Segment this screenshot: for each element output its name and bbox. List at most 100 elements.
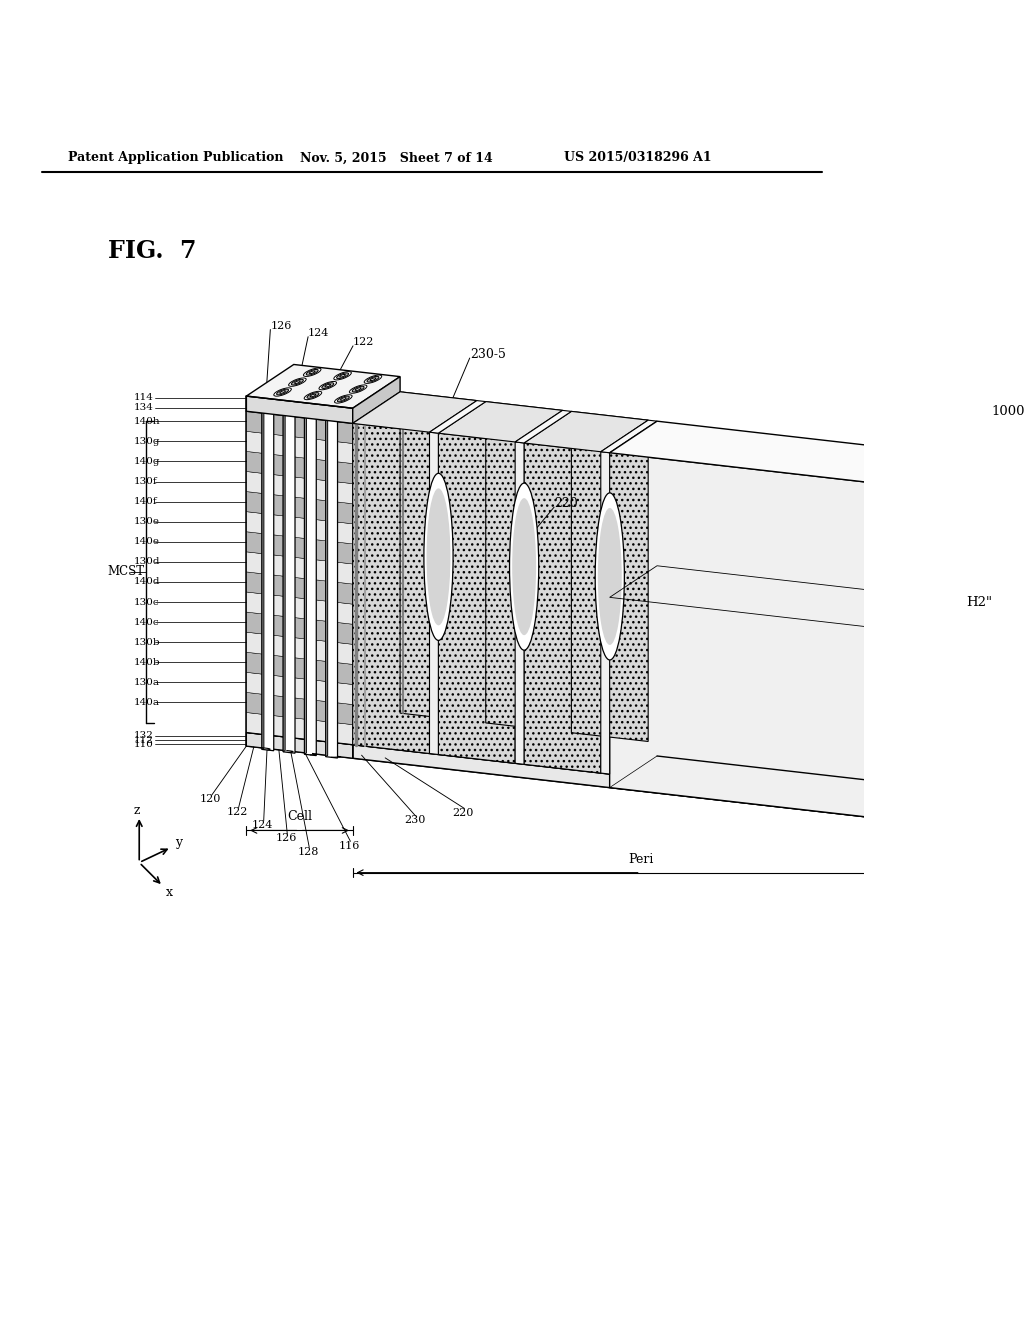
Polygon shape bbox=[247, 713, 352, 744]
Text: 126: 126 bbox=[275, 833, 297, 843]
Ellipse shape bbox=[276, 389, 289, 395]
Polygon shape bbox=[352, 492, 400, 544]
Polygon shape bbox=[352, 673, 400, 725]
Polygon shape bbox=[352, 713, 976, 810]
Ellipse shape bbox=[337, 396, 349, 401]
Polygon shape bbox=[247, 701, 400, 744]
Polygon shape bbox=[438, 401, 562, 442]
Ellipse shape bbox=[598, 508, 622, 645]
Polygon shape bbox=[609, 421, 976, 490]
Ellipse shape bbox=[427, 488, 451, 626]
Ellipse shape bbox=[512, 498, 537, 635]
Text: x: x bbox=[166, 887, 173, 899]
Ellipse shape bbox=[307, 392, 318, 399]
Text: 220: 220 bbox=[554, 498, 578, 511]
Ellipse shape bbox=[289, 378, 306, 387]
Polygon shape bbox=[515, 442, 524, 764]
Ellipse shape bbox=[292, 379, 303, 385]
Ellipse shape bbox=[303, 368, 321, 376]
Ellipse shape bbox=[365, 375, 382, 383]
Text: 140g: 140g bbox=[133, 457, 160, 466]
Text: z: z bbox=[133, 804, 140, 817]
Text: 112: 112 bbox=[133, 735, 154, 744]
Ellipse shape bbox=[273, 388, 292, 396]
Text: 230: 230 bbox=[403, 816, 425, 825]
Polygon shape bbox=[247, 512, 352, 544]
Text: 128: 128 bbox=[297, 846, 318, 857]
Polygon shape bbox=[326, 412, 328, 756]
Polygon shape bbox=[247, 364, 400, 408]
Polygon shape bbox=[485, 401, 562, 731]
Polygon shape bbox=[352, 432, 400, 483]
Polygon shape bbox=[352, 392, 477, 432]
Polygon shape bbox=[247, 491, 352, 524]
Polygon shape bbox=[304, 409, 306, 754]
Polygon shape bbox=[601, 420, 657, 453]
Polygon shape bbox=[262, 405, 264, 750]
Text: 130g: 130g bbox=[133, 437, 160, 446]
Polygon shape bbox=[304, 411, 316, 755]
Polygon shape bbox=[352, 612, 400, 664]
Text: Cell: Cell bbox=[287, 810, 312, 824]
Polygon shape bbox=[352, 653, 400, 705]
Text: 130a: 130a bbox=[133, 678, 160, 686]
Ellipse shape bbox=[280, 391, 286, 393]
Polygon shape bbox=[429, 400, 485, 433]
Ellipse shape bbox=[295, 380, 300, 384]
Text: 126: 126 bbox=[270, 321, 292, 331]
Ellipse shape bbox=[370, 378, 376, 380]
Text: H2": H2" bbox=[967, 597, 992, 610]
Polygon shape bbox=[571, 412, 648, 742]
Ellipse shape bbox=[349, 385, 367, 393]
Text: 130b: 130b bbox=[133, 638, 160, 647]
Polygon shape bbox=[247, 612, 352, 644]
Ellipse shape bbox=[306, 370, 318, 375]
Polygon shape bbox=[352, 713, 400, 758]
Text: US 2015/0318296 A1: US 2015/0318296 A1 bbox=[563, 152, 712, 165]
Ellipse shape bbox=[341, 397, 346, 400]
Polygon shape bbox=[352, 473, 400, 524]
Polygon shape bbox=[262, 407, 273, 751]
Polygon shape bbox=[247, 396, 352, 424]
Text: 130e: 130e bbox=[133, 517, 160, 527]
Polygon shape bbox=[352, 512, 400, 564]
Polygon shape bbox=[247, 672, 352, 705]
Polygon shape bbox=[429, 432, 438, 755]
Text: y: y bbox=[175, 836, 182, 849]
Polygon shape bbox=[601, 451, 609, 774]
Polygon shape bbox=[247, 432, 352, 463]
Polygon shape bbox=[247, 632, 352, 664]
Ellipse shape bbox=[309, 371, 315, 374]
Polygon shape bbox=[352, 553, 400, 605]
Polygon shape bbox=[284, 408, 285, 752]
Ellipse shape bbox=[355, 388, 360, 391]
Ellipse shape bbox=[340, 375, 345, 378]
Text: 140b: 140b bbox=[133, 657, 160, 667]
Text: 120: 120 bbox=[200, 795, 221, 804]
Polygon shape bbox=[326, 413, 338, 758]
Polygon shape bbox=[352, 424, 429, 754]
Text: 116: 116 bbox=[339, 841, 360, 850]
Ellipse shape bbox=[319, 381, 337, 389]
Polygon shape bbox=[352, 593, 400, 644]
Text: 132: 132 bbox=[133, 731, 154, 741]
Ellipse shape bbox=[310, 395, 315, 397]
Polygon shape bbox=[438, 433, 515, 763]
Ellipse shape bbox=[325, 384, 331, 387]
Polygon shape bbox=[524, 412, 648, 451]
Polygon shape bbox=[247, 552, 352, 583]
Ellipse shape bbox=[304, 391, 322, 400]
Polygon shape bbox=[352, 573, 400, 624]
Polygon shape bbox=[247, 572, 352, 605]
Polygon shape bbox=[400, 392, 477, 722]
Polygon shape bbox=[247, 471, 352, 504]
Text: 140c: 140c bbox=[133, 618, 159, 627]
Polygon shape bbox=[352, 392, 400, 444]
Text: 134: 134 bbox=[133, 404, 154, 412]
Text: 122: 122 bbox=[353, 338, 375, 347]
Polygon shape bbox=[247, 693, 352, 725]
Ellipse shape bbox=[595, 492, 625, 660]
Ellipse shape bbox=[337, 372, 348, 379]
Text: 230-5: 230-5 bbox=[470, 348, 506, 362]
Polygon shape bbox=[284, 409, 295, 754]
